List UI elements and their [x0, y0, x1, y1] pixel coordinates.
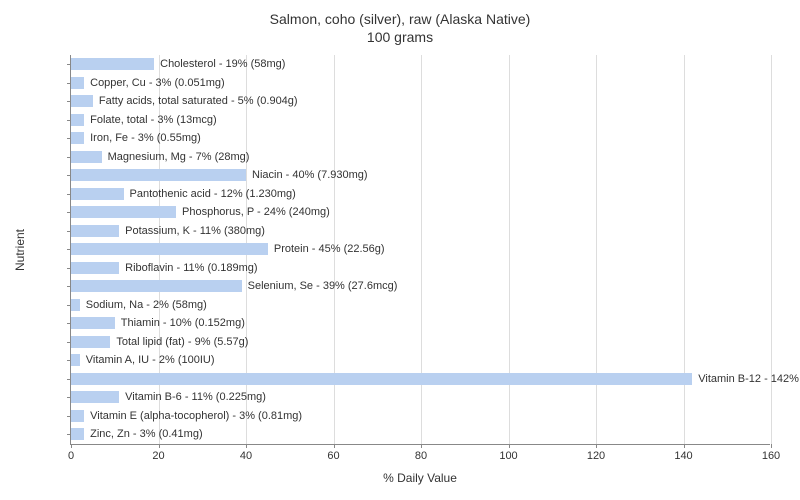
x-tick-mark [71, 444, 72, 448]
bar-row: Zinc, Zn - 3% (0.41mg) [71, 425, 203, 444]
bar-row: Copper, Cu - 3% (0.051mg) [71, 74, 225, 93]
bar-row: Potassium, K - 11% (380mg) [71, 222, 265, 241]
bar-label: Vitamin A, IU - 2% (100IU) [86, 354, 215, 366]
bar-row: Niacin - 40% (7.930mg) [71, 166, 368, 185]
bar-label: Riboflavin - 11% (0.189mg) [125, 262, 257, 274]
bar-row: Riboflavin - 11% (0.189mg) [71, 259, 258, 278]
x-axis-label: % Daily Value [70, 471, 770, 485]
bar-label: Copper, Cu - 3% (0.051mg) [90, 77, 225, 89]
bar [71, 206, 176, 218]
bar [71, 58, 154, 70]
x-tick-label: 80 [415, 450, 427, 462]
bar [71, 410, 84, 422]
bar [71, 336, 110, 348]
bar [71, 354, 80, 366]
chart-title-line2: 100 grams [0, 28, 800, 46]
bar-label: Thiamin - 10% (0.152mg) [121, 317, 245, 329]
x-tick-label: 40 [240, 450, 252, 462]
bar-row: Sodium, Na - 2% (58mg) [71, 296, 207, 315]
x-tick-label: 140 [674, 450, 692, 462]
bar-label: Vitamin E (alpha-tocopherol) - 3% (0.81m… [90, 410, 302, 422]
bar-row: Total lipid (fat) - 9% (5.57g) [71, 333, 248, 352]
bar [71, 243, 268, 255]
bar [71, 132, 84, 144]
bar-label: Potassium, K - 11% (380mg) [125, 225, 265, 237]
bar-label: Cholesterol - 19% (58mg) [160, 58, 285, 70]
x-tick-label: 120 [587, 450, 605, 462]
bar-label: Protein - 45% (22.56g) [274, 243, 385, 255]
bar-label: Zinc, Zn - 3% (0.41mg) [90, 428, 202, 440]
bar [71, 428, 84, 440]
bar [71, 151, 102, 163]
x-tick-label: 20 [152, 450, 164, 462]
bar-row: Protein - 45% (22.56g) [71, 240, 385, 259]
bar [71, 77, 84, 89]
bar-label: Niacin - 40% (7.930mg) [252, 169, 368, 181]
bar [71, 280, 242, 292]
bar-row: Vitamin A, IU - 2% (100IU) [71, 351, 215, 370]
bar-row: Phosphorus, P - 24% (240mg) [71, 203, 330, 222]
bar [71, 95, 93, 107]
bar-label: Iron, Fe - 3% (0.55mg) [90, 132, 201, 144]
bar-label: Vitamin B-12 - 142% (8.52mcg) [698, 373, 800, 385]
bar [71, 373, 692, 385]
bar [71, 188, 124, 200]
bar-row: Vitamin B-12 - 142% (8.52mcg) [71, 370, 800, 389]
bar-row: Iron, Fe - 3% (0.55mg) [71, 129, 201, 148]
bar-label: Selenium, Se - 39% (27.6mcg) [248, 280, 398, 292]
bar-label: Sodium, Na - 2% (58mg) [86, 299, 207, 311]
bar [71, 225, 119, 237]
y-axis-label: Nutrient [10, 55, 30, 445]
bar-label: Vitamin B-6 - 11% (0.225mg) [125, 391, 266, 403]
nutrient-chart: Salmon, coho (silver), raw (Alaska Nativ… [0, 0, 800, 500]
x-tick-mark [334, 444, 335, 448]
x-tick-mark [684, 444, 685, 448]
x-tick-mark [771, 444, 772, 448]
x-tick-mark [246, 444, 247, 448]
bar-label: Fatty acids, total saturated - 5% (0.904… [99, 95, 298, 107]
plot-area: 020406080100120140160Cholesterol - 19% (… [70, 55, 770, 445]
bar-label: Magnesium, Mg - 7% (28mg) [108, 151, 250, 163]
bar-label: Folate, total - 3% (13mcg) [90, 114, 217, 126]
x-tick-label: 160 [762, 450, 780, 462]
bar-label: Phosphorus, P - 24% (240mg) [182, 206, 330, 218]
bar-row: Vitamin E (alpha-tocopherol) - 3% (0.81m… [71, 407, 302, 426]
bar [71, 262, 119, 274]
x-tick-mark [159, 444, 160, 448]
bar-row: Folate, total - 3% (13mcg) [71, 111, 217, 130]
x-tick-label: 100 [499, 450, 517, 462]
x-tick-mark [596, 444, 597, 448]
chart-title: Salmon, coho (silver), raw (Alaska Nativ… [0, 10, 800, 46]
bar [71, 169, 246, 181]
x-tick-mark [421, 444, 422, 448]
x-tick-label: 60 [327, 450, 339, 462]
bar-row: Fatty acids, total saturated - 5% (0.904… [71, 92, 298, 111]
bar-row: Thiamin - 10% (0.152mg) [71, 314, 245, 333]
bar-label: Pantothenic acid - 12% (1.230mg) [130, 188, 296, 200]
chart-title-line1: Salmon, coho (silver), raw (Alaska Nativ… [0, 10, 800, 28]
bar-row: Pantothenic acid - 12% (1.230mg) [71, 185, 296, 204]
bar-row: Selenium, Se - 39% (27.6mcg) [71, 277, 397, 296]
x-tick-label: 0 [68, 450, 74, 462]
bar-row: Vitamin B-6 - 11% (0.225mg) [71, 388, 266, 407]
bar-row: Magnesium, Mg - 7% (28mg) [71, 148, 249, 167]
bar-row: Cholesterol - 19% (58mg) [71, 55, 285, 74]
bar [71, 114, 84, 126]
x-tick-mark [509, 444, 510, 448]
bar [71, 299, 80, 311]
bar-label: Total lipid (fat) - 9% (5.57g) [116, 336, 248, 348]
bar [71, 391, 119, 403]
bar [71, 317, 115, 329]
